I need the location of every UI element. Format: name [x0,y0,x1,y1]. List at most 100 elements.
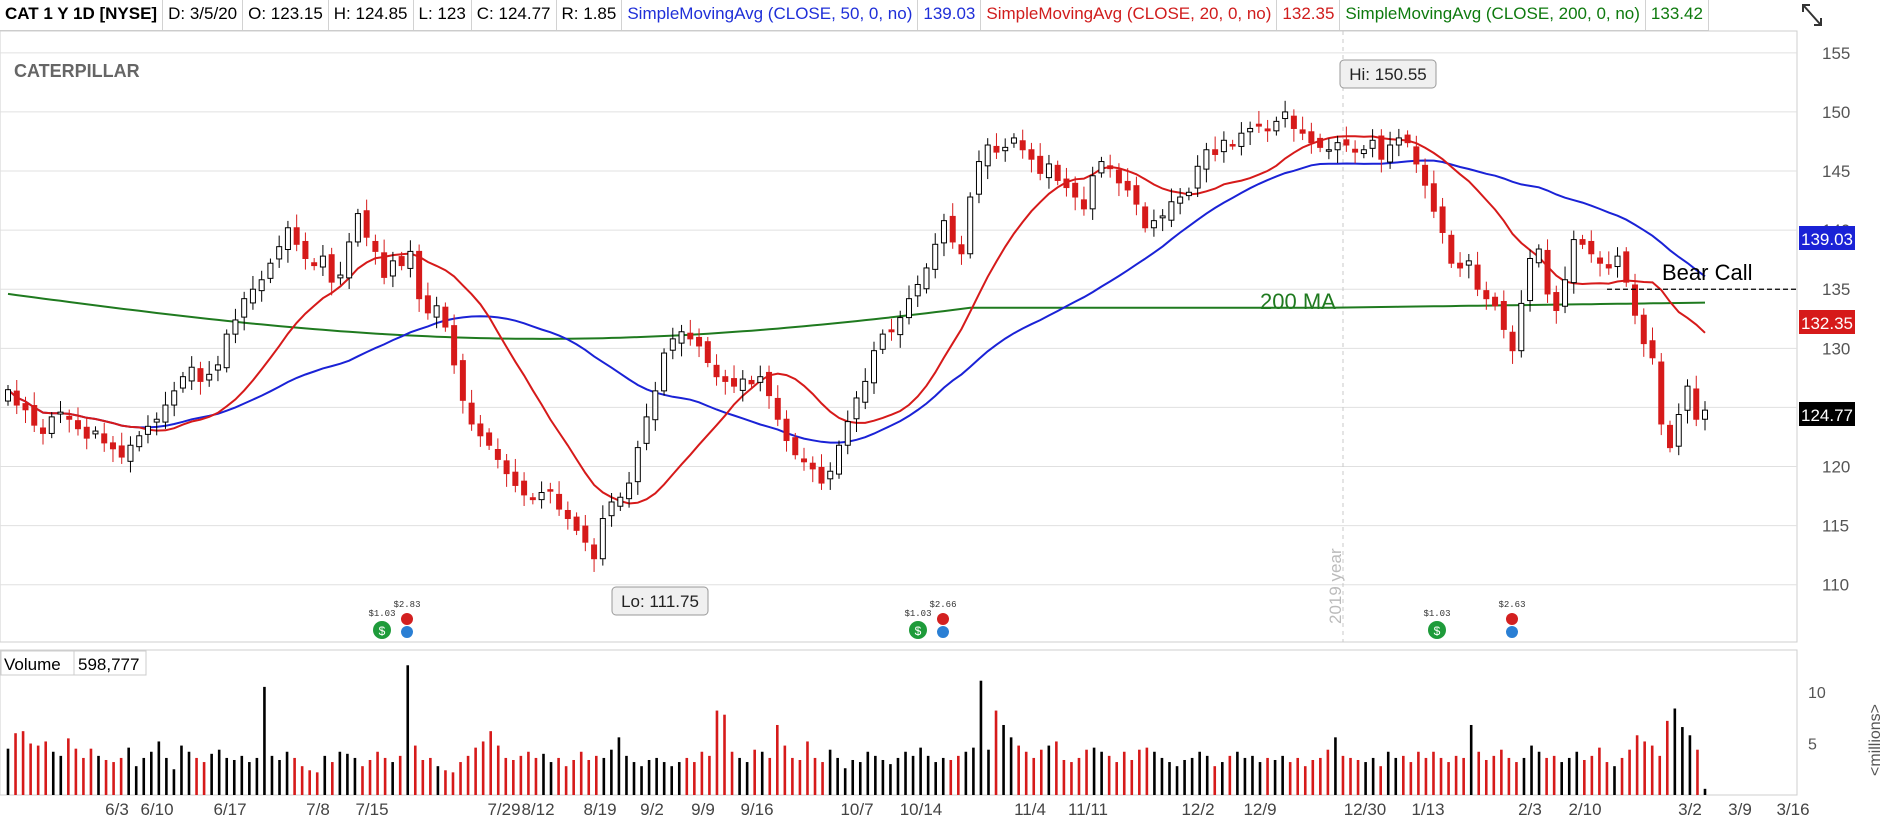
volume-bar [760,751,764,795]
price-tick-label: 150 [1822,103,1850,122]
volume-bar [1477,751,1481,795]
volume-bar [1138,749,1141,795]
candle-body [1299,129,1306,134]
candle [809,456,816,483]
candle [1002,138,1009,162]
candle [1570,230,1577,294]
date-tick-label: 7/15 [355,800,388,819]
sma20-value: 132.35 [1277,0,1341,30]
info-icon[interactable] [937,626,949,638]
dividend-icon[interactable] [909,621,927,639]
volume-bar [195,757,198,795]
candle [774,385,781,427]
dividend-icon[interactable] [373,621,391,639]
candle [1605,251,1612,275]
candle-body [1518,302,1525,352]
candle-body [276,246,283,260]
candle [1369,129,1376,158]
candle-body [398,256,405,267]
dividend-icon[interactable] [1428,621,1446,639]
candle-body [1142,206,1149,229]
candle [870,341,877,394]
earnings-icon[interactable] [401,613,413,625]
candle-body [634,447,641,483]
info-icon[interactable] [1506,626,1518,638]
candle-body [1500,301,1507,330]
volume-bar [919,747,922,795]
candle-body [617,496,624,507]
candle-body [153,418,160,423]
dividend-amount: $1.03 [904,609,931,619]
volume-bar [451,772,455,795]
candle [363,199,370,247]
candle [1177,188,1184,215]
volume-bar [1349,757,1352,795]
volume-bar [1575,751,1579,795]
candle [83,418,90,450]
candle-body [1395,137,1402,146]
volume-bar [1070,762,1073,795]
candle-body [940,220,947,244]
volume-bar [413,745,417,795]
candle-body [608,501,615,517]
sma20-label[interactable]: SimpleMovingAvg (CLOSE, 20, 0, no) [981,0,1278,30]
candle-body [556,493,563,510]
volume-bar [1673,708,1677,795]
candle [127,436,134,473]
candle-body [678,331,685,344]
candle-body [1553,292,1560,311]
candle [188,356,195,390]
volume-bar [157,741,161,795]
candle [521,472,528,506]
volume-bar [640,766,643,795]
candle [31,392,38,433]
candle-body [354,213,361,243]
candle-body [1264,128,1271,132]
candle [573,512,580,536]
expand-icon[interactable] [1800,2,1824,28]
candle-body [74,420,81,430]
date-tick-label: 2/3 [1518,800,1542,819]
volume-bar [1160,757,1164,795]
price-tick-label: 115 [1822,517,1849,536]
earnings-icon[interactable] [937,613,949,625]
candle-body [879,333,886,350]
candle [1693,375,1700,427]
date-tick-label: 9/16 [740,800,773,819]
candle-body [949,215,956,243]
candle [1430,170,1437,219]
candle-body [1325,149,1332,152]
symbol-label[interactable]: CAT 1 Y 1D [NYSE] [0,0,164,30]
volume-bar [1439,757,1443,795]
info-icon[interactable] [401,626,413,638]
volume-bar [429,757,432,795]
candle [1649,327,1656,365]
high-callout-box [1339,59,1437,89]
volume-bar [474,747,477,795]
volume-bar [1039,749,1043,795]
volume-bar [97,755,100,795]
volume-bar [1643,741,1646,795]
candle-body [1063,178,1070,189]
candle-body [1535,248,1542,264]
earnings-icon[interactable] [1506,613,1518,625]
volume-bar [150,751,153,795]
sma50-axis-badge: 139.03 [1801,230,1853,249]
volume-bar [738,757,741,795]
volume-bar [1522,757,1526,795]
candle-body [1238,132,1245,147]
candle [1203,142,1210,183]
candle [757,365,764,392]
candle-body [1019,140,1026,151]
sma50-label[interactable]: SimpleMovingAvg (CLOSE, 50, 0, no) [622,0,919,30]
candle-body [713,364,720,378]
candle-body [1028,149,1035,160]
candle-body [1474,264,1481,290]
candle [905,285,912,325]
candle-body [1597,257,1604,264]
volume-bar [866,751,870,795]
candle-body [232,319,239,335]
sma200-label[interactable]: SimpleMovingAvg (CLOSE, 200, 0, no) [1340,0,1646,30]
volume-title: Volume [4,655,61,674]
candle [1317,133,1324,153]
